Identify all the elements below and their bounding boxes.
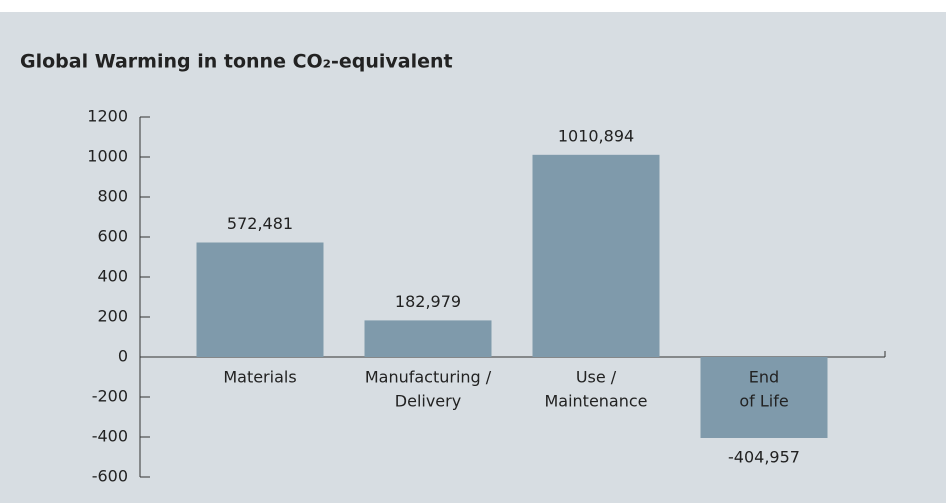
y-tick-label: 600 <box>97 227 128 246</box>
x-tick-label: Delivery <box>395 392 461 411</box>
y-tick-label: -600 <box>92 467 128 486</box>
y-tick-label: -400 <box>92 427 128 446</box>
bar <box>364 320 492 357</box>
bar <box>532 154 660 357</box>
y-tick-label: 400 <box>97 267 128 286</box>
y-tick-label: 1000 <box>87 147 128 166</box>
y-tick-label: 1200 <box>87 107 128 126</box>
x-tick-label: of Life <box>739 392 788 411</box>
value-label: -404,957 <box>728 447 800 466</box>
y-tick-label: 200 <box>97 307 128 326</box>
value-label: 1010,894 <box>558 126 634 145</box>
x-tick-label: Manufacturing / <box>365 368 492 387</box>
value-label: 182,979 <box>395 292 461 311</box>
bar <box>700 357 828 438</box>
chart-title: Global Warming in tonne CO₂-equivalent <box>20 51 453 73</box>
x-tick-label: Use / <box>576 368 617 387</box>
x-tick-label: Materials <box>223 368 296 387</box>
y-tick-label: 0 <box>118 347 128 366</box>
value-label: 572,481 <box>227 214 293 233</box>
y-tick-label: 800 <box>97 187 128 206</box>
x-tick-label: End <box>749 368 779 387</box>
bar <box>196 242 324 357</box>
x-tick-label: Maintenance <box>544 392 647 411</box>
y-tick-label: -200 <box>92 387 128 406</box>
